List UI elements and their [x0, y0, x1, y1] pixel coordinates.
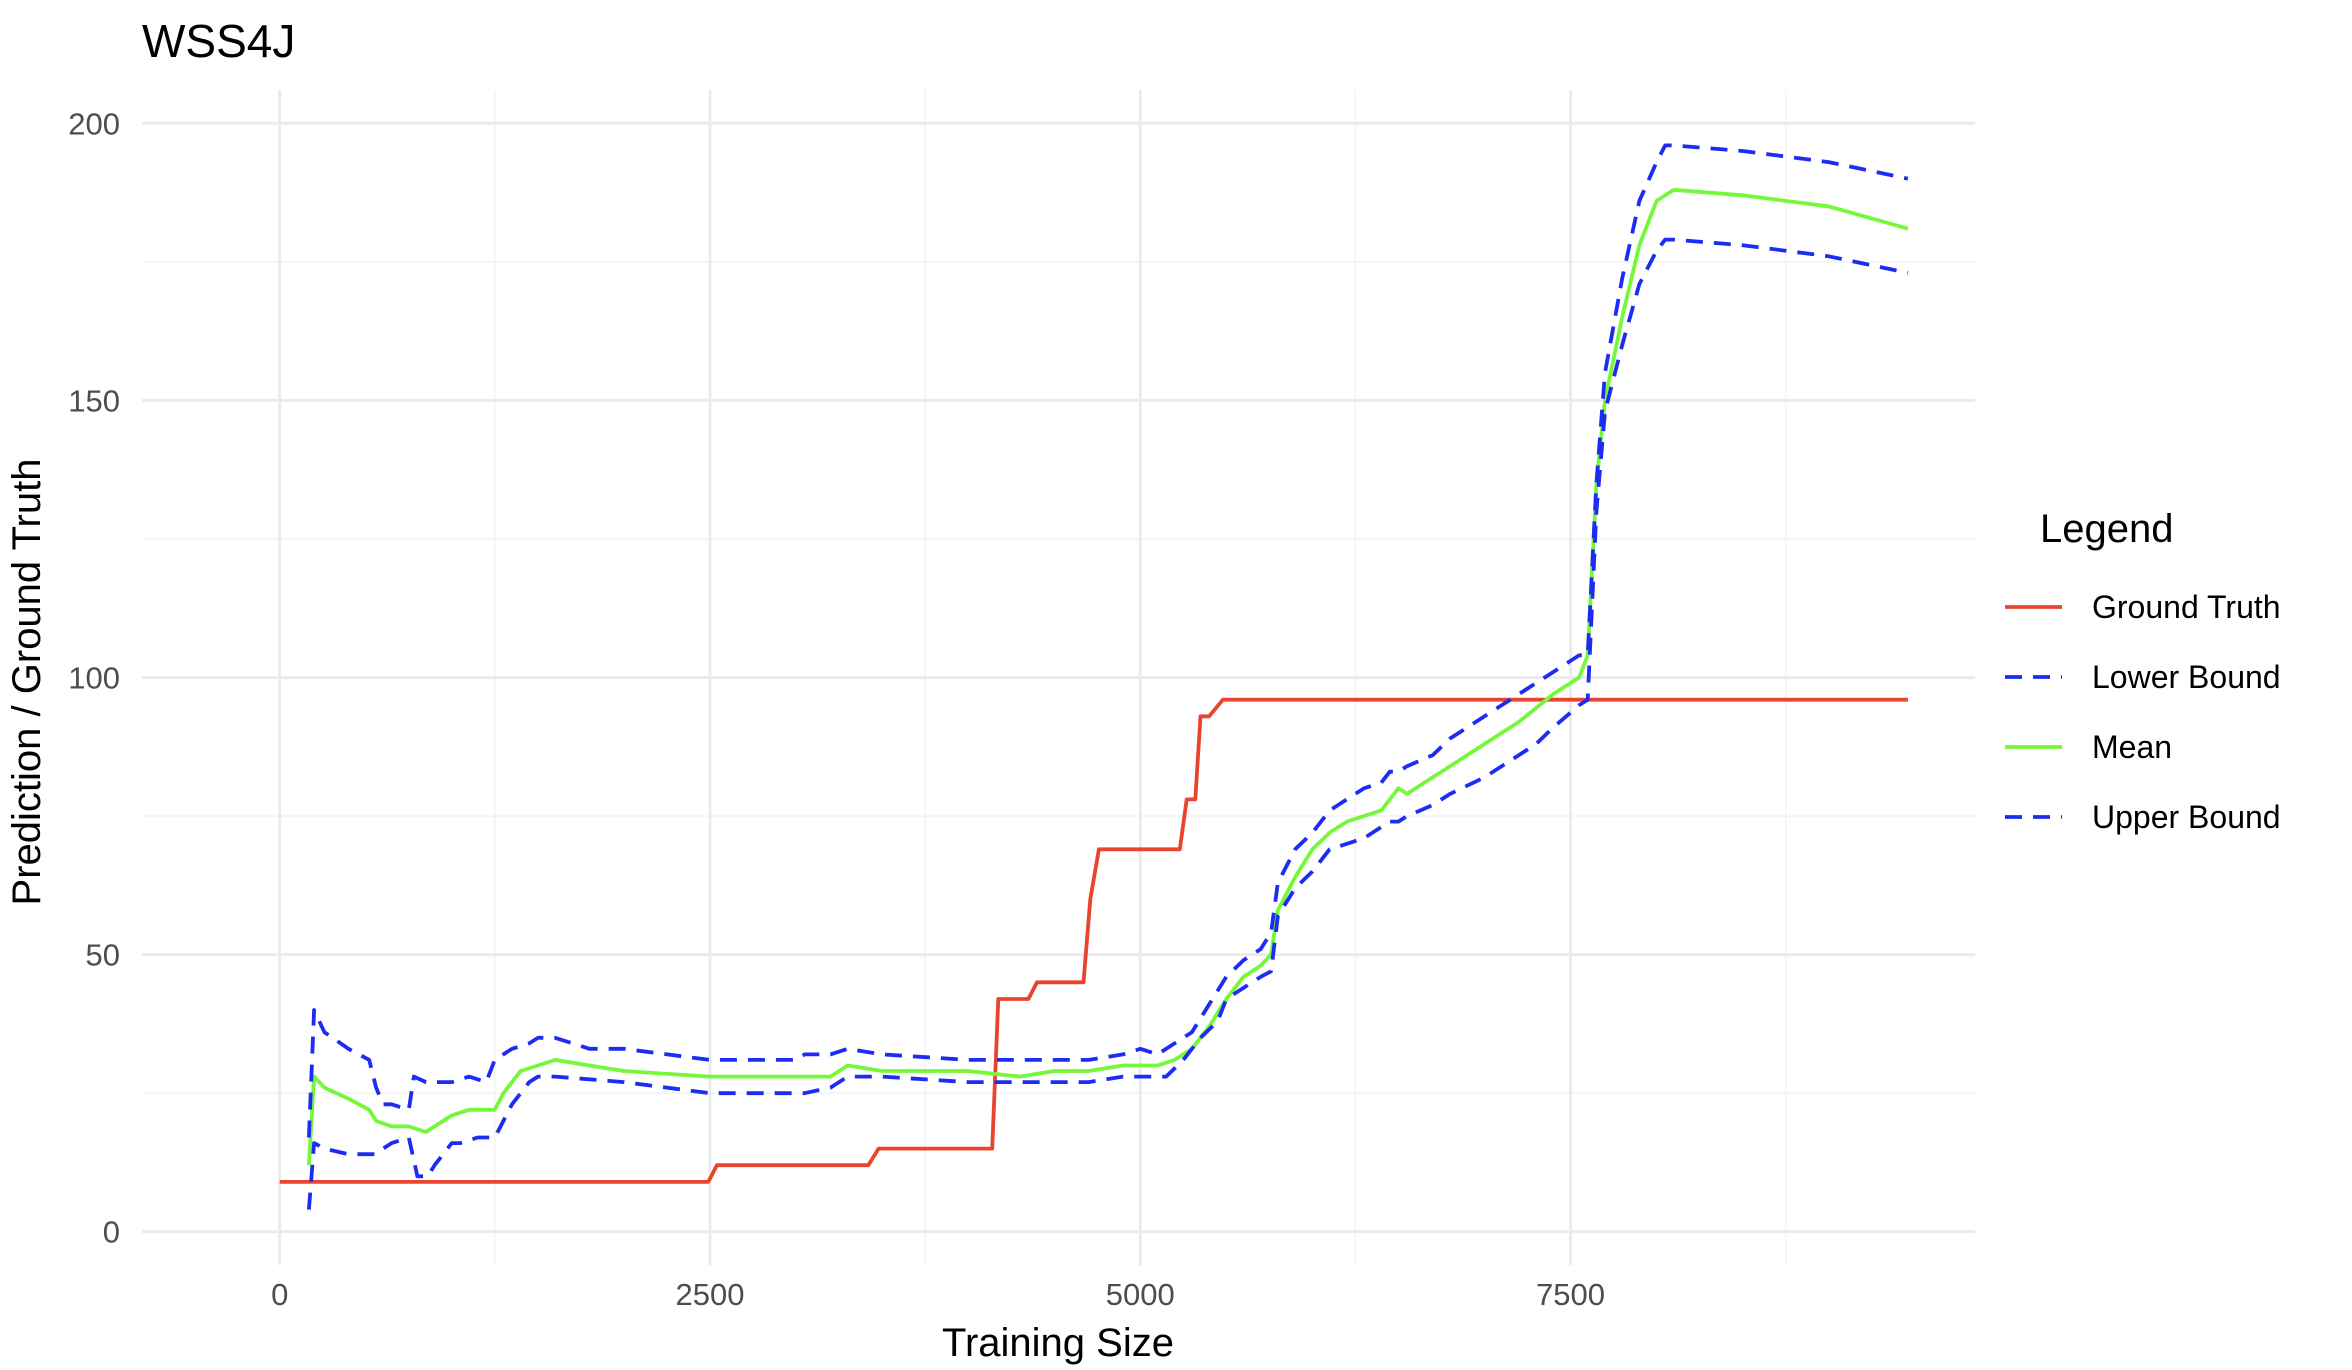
series-line-mean [307, 187, 1909, 1166]
y-tick-label: 50 [86, 938, 120, 973]
legend-label: Upper Bound [2092, 799, 2281, 835]
legend-label: Mean [2092, 729, 2172, 765]
y-tick-label: 100 [68, 661, 120, 696]
x-tick-label: 7500 [1536, 1277, 1605, 1312]
legend: Legend Ground Truth Lower Bound Mean Upper … [2005, 507, 2281, 835]
y-axis-title: Prediction / Ground Truth [5, 459, 49, 906]
plot-series [279, 143, 1909, 1210]
series-line-lower-bound [307, 237, 1909, 1210]
y-tick-label: 150 [68, 383, 120, 418]
series-line-ground-truth [279, 697, 1908, 1184]
chart-title: WSS4J [142, 15, 295, 67]
x-axis-title: Training Size [942, 1321, 1174, 1365]
gridlines [142, 90, 1975, 1265]
x-tick-label: 0 [271, 1277, 288, 1312]
legend-title: Legend [2040, 507, 2173, 551]
legend-label: Ground Truth [2092, 589, 2281, 625]
x-tick-label: 5000 [1106, 1277, 1175, 1312]
y-tick-label: 200 [68, 106, 120, 141]
legend-label: Lower Bound [2092, 659, 2281, 695]
y-axis-ticks: 0 50 100 150 200 [68, 106, 120, 1249]
x-tick-label: 2500 [675, 1277, 744, 1312]
series-line-upper-bound [307, 143, 1909, 1138]
y-tick-label: 0 [103, 1215, 120, 1250]
x-axis-ticks: 0 2500 5000 7500 [271, 1277, 1605, 1312]
